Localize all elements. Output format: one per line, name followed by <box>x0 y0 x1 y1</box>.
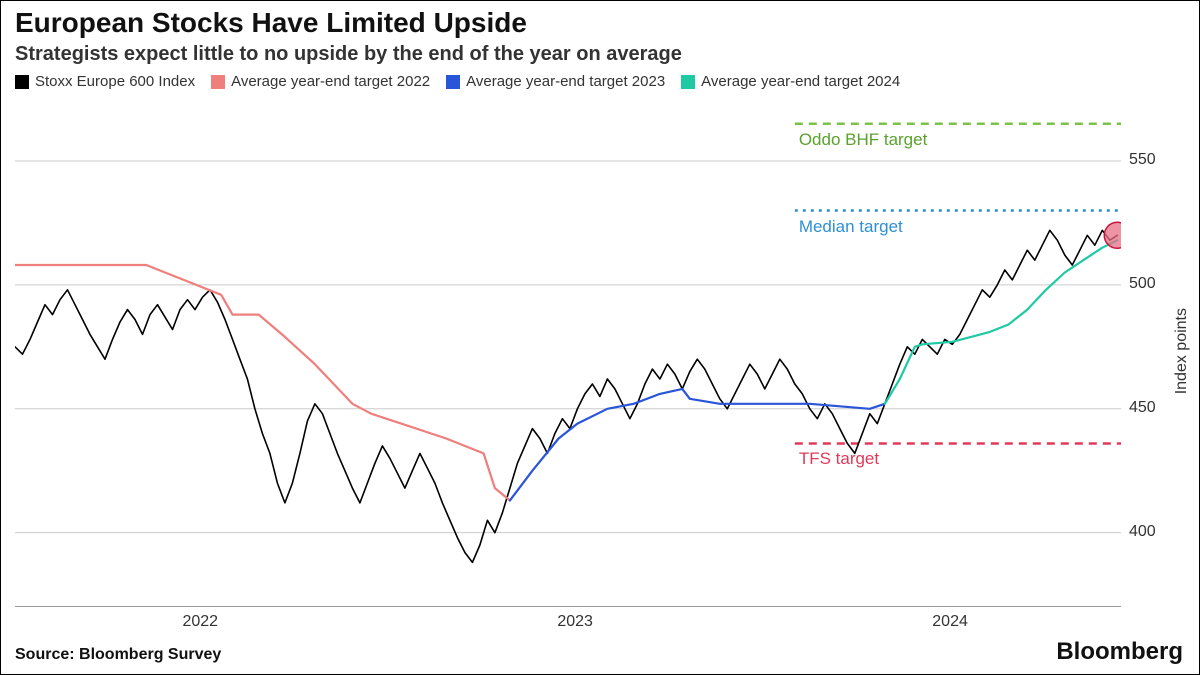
legend-label: Average year-end target 2024 <box>701 73 900 90</box>
legend: Stoxx Europe 600 Index Average year-end t… <box>15 73 900 90</box>
y-axis-label: Index points <box>1173 308 1191 394</box>
legend-label: Average year-end target 2022 <box>231 73 430 90</box>
legend-item: Average year-end target 2024 <box>681 73 900 90</box>
legend-swatch <box>681 75 695 89</box>
y-tick-label: 400 <box>1129 523 1156 541</box>
brand-logo: Bloomberg <box>1056 638 1183 666</box>
legend-label: Average year-end target 2023 <box>466 73 665 90</box>
legend-item: Average year-end target 2023 <box>446 73 665 90</box>
chart-subtitle: Strategists expect little to no upside b… <box>15 43 682 66</box>
x-tick-label: 2022 <box>182 613 218 631</box>
legend-label: Stoxx Europe 600 Index <box>35 73 195 90</box>
legend-swatch <box>211 75 225 89</box>
y-tick-label: 550 <box>1129 151 1156 169</box>
target-annotation: Oddo BHF target <box>799 130 928 150</box>
x-tick-label: 2024 <box>932 613 968 631</box>
y-tick-label: 500 <box>1129 275 1156 293</box>
line-chart <box>15 99 1121 607</box>
source-text: Source: Bloomberg Survey <box>15 646 221 664</box>
x-tick-label: 2023 <box>557 613 593 631</box>
chart-container: European Stocks Have Limited Upside Stra… <box>0 0 1200 675</box>
chart-title: European Stocks Have Limited Upside <box>15 7 527 39</box>
target-annotation: TFS target <box>799 449 879 469</box>
legend-swatch <box>446 75 460 89</box>
legend-swatch <box>15 75 29 89</box>
legend-item: Average year-end target 2022 <box>211 73 430 90</box>
y-tick-label: 450 <box>1129 399 1156 417</box>
legend-item: Stoxx Europe 600 Index <box>15 73 195 90</box>
target-annotation: Median target <box>799 217 903 237</box>
